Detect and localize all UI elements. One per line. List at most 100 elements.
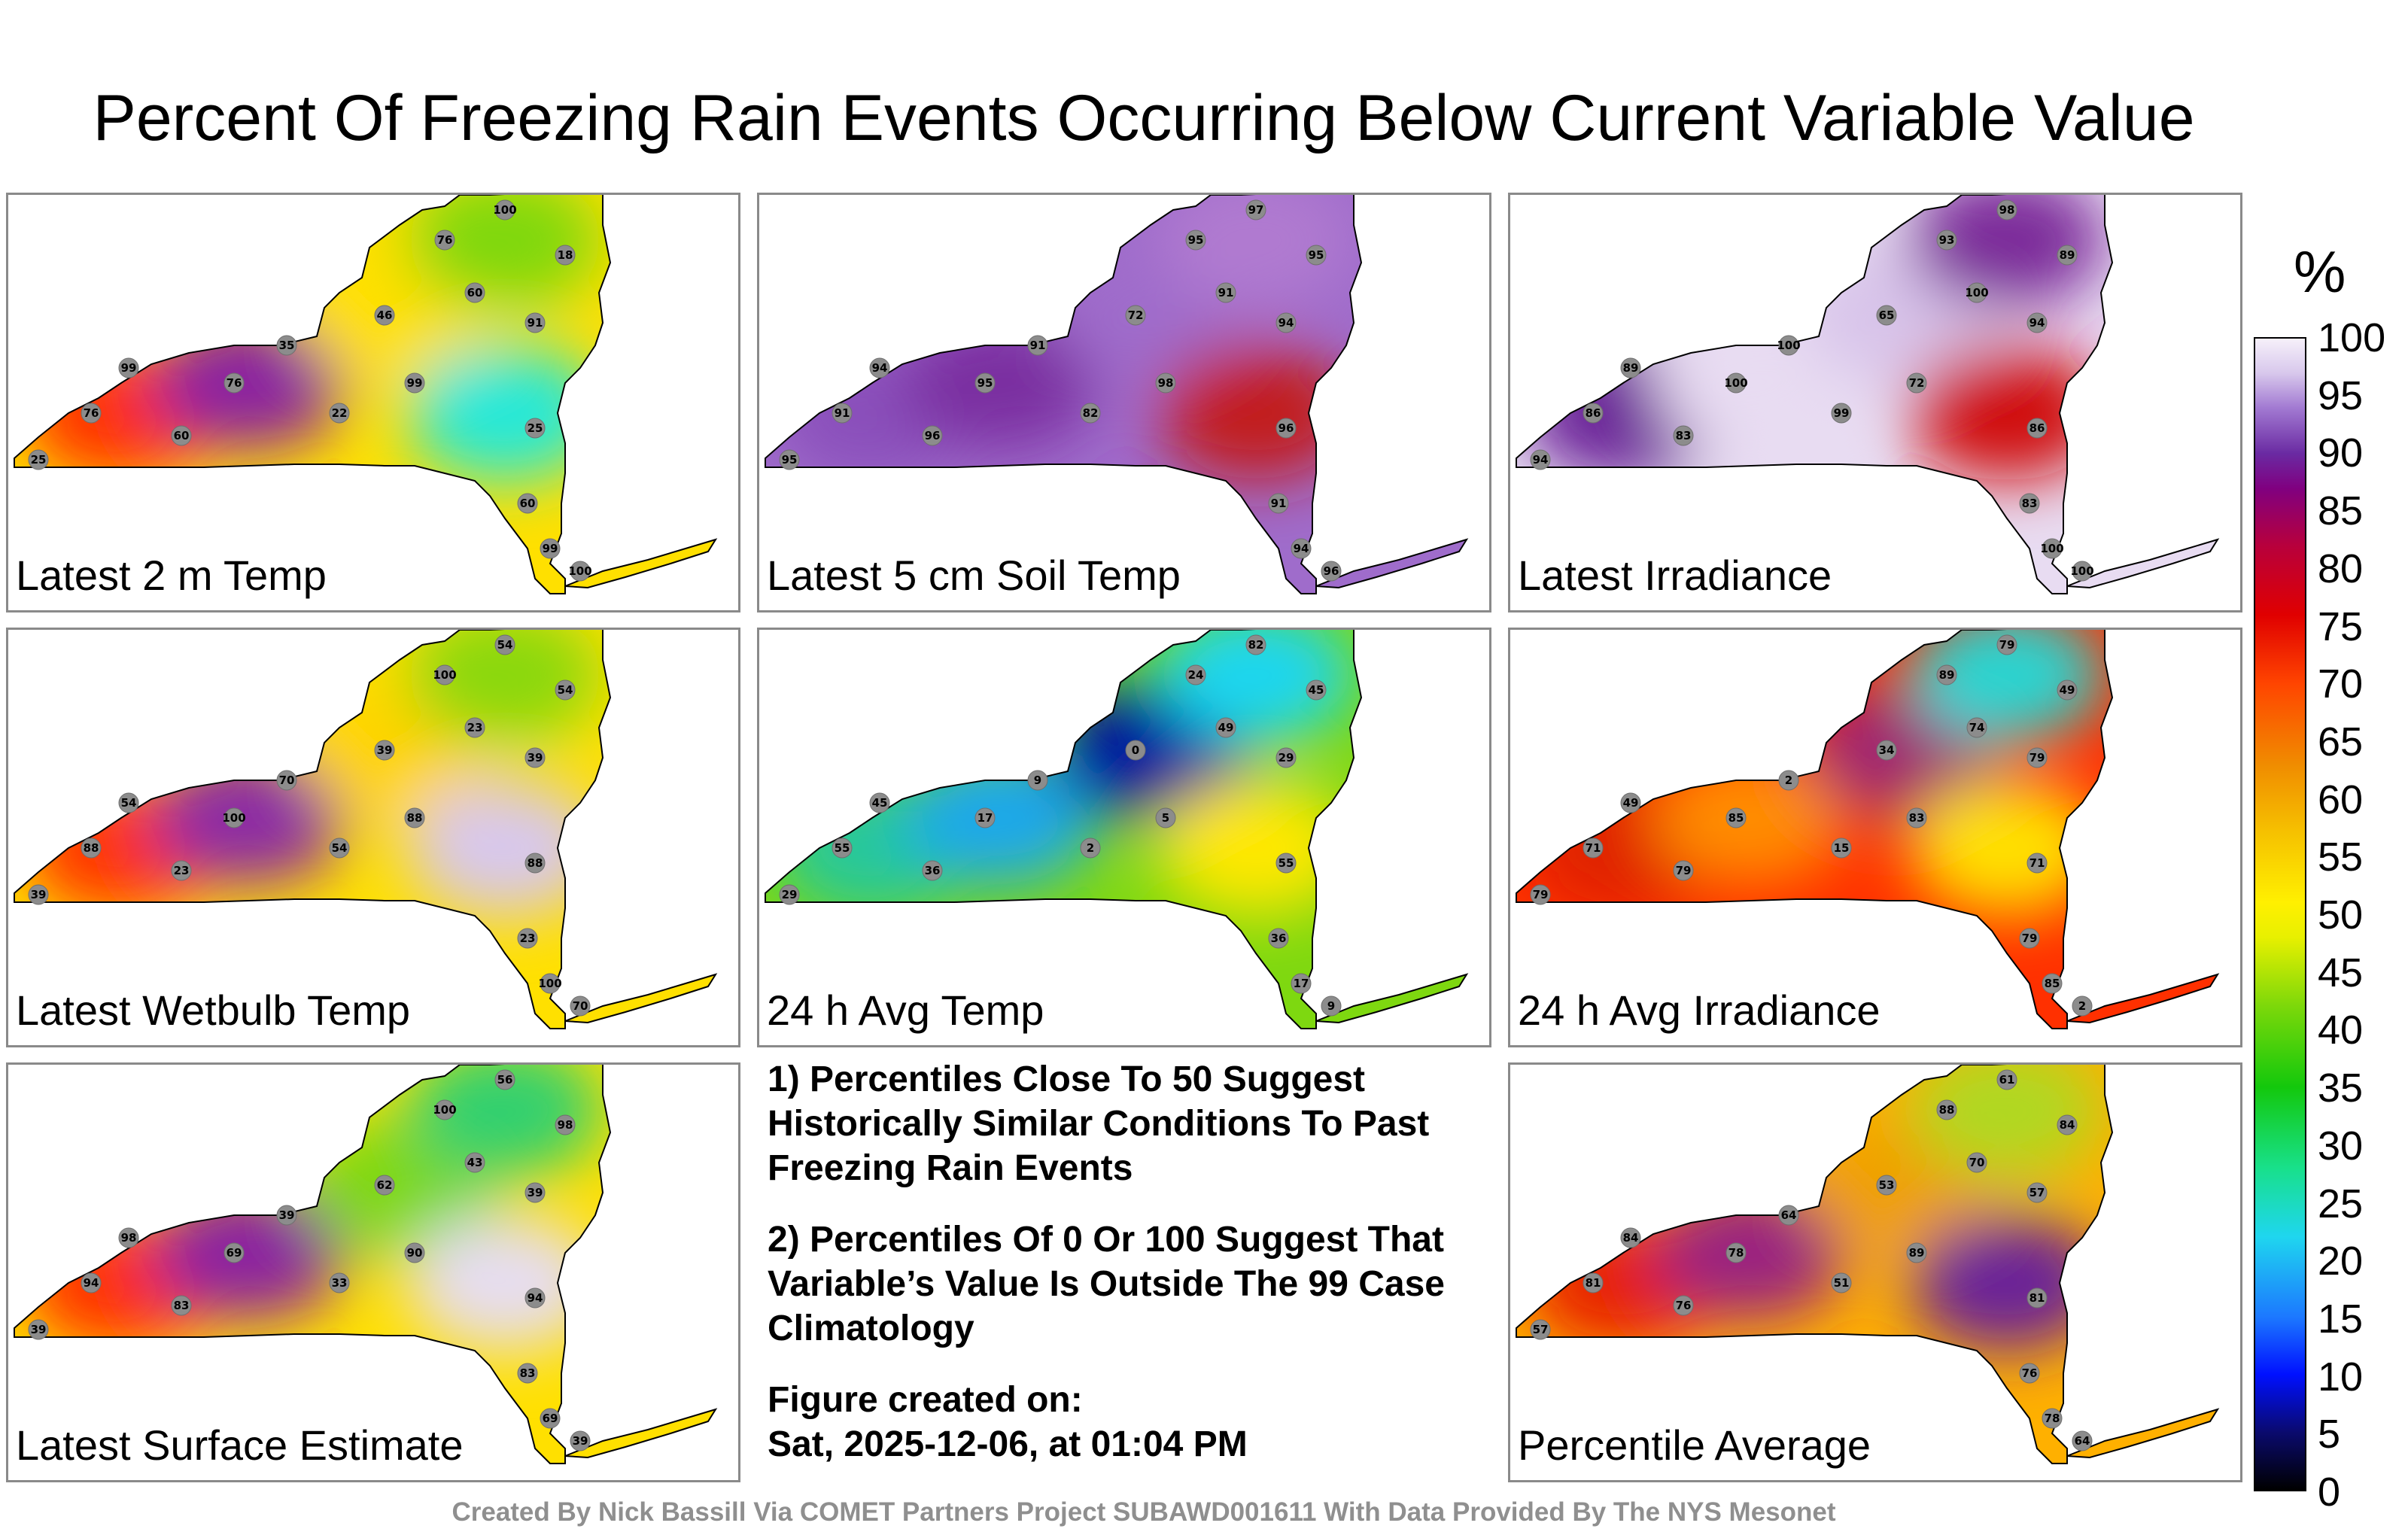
station-marker	[779, 884, 800, 905]
station-value: 100	[1777, 339, 1800, 352]
ny-map: 79 71 49 79 85 2 15 34 83 89 74 79 79 71 49 79 85 2	[1516, 630, 2220, 1029]
station-marker	[1906, 807, 1927, 828]
station-value: 95	[1188, 233, 1204, 247]
station-marker	[404, 1242, 425, 1263]
station-value: 23	[174, 864, 190, 877]
station-value: 78	[1728, 1246, 1744, 1260]
field-shading	[1516, 195, 2218, 594]
station-marker	[1215, 717, 1236, 738]
station-marker	[2042, 1408, 2063, 1429]
station-marker	[374, 740, 395, 761]
station-value: 60	[520, 497, 536, 510]
figure-title: Percent Of Freezing Rain Events Occurrin…	[93, 82, 2195, 154]
station-marker	[118, 792, 139, 813]
long-island-outline	[2066, 1408, 2220, 1459]
colorbar	[2254, 337, 2306, 1491]
station-value: 46	[377, 309, 393, 322]
station-value: 55	[1278, 856, 1294, 870]
station-value: 84	[2060, 1118, 2075, 1132]
station-marker	[1620, 1227, 1641, 1248]
station-marker	[1831, 837, 1852, 859]
station-marker	[494, 1069, 515, 1090]
station-marker	[517, 928, 538, 949]
station-value: 43	[467, 1156, 483, 1169]
panel-label: Latest 5 cm Soil Temp	[767, 552, 1181, 599]
colorbar-tick-5: 5	[2318, 1412, 2341, 1457]
station-marker	[374, 1175, 395, 1196]
station-marker	[832, 403, 853, 424]
station-value: 91	[528, 316, 543, 330]
station-value: 100	[433, 668, 456, 682]
station-marker	[570, 995, 591, 1017]
ny-map: 57 81 84 76 78 64 51 53 89 88 70 61 57 81 84 76 78 64	[1516, 1065, 2220, 1464]
station-marker	[329, 837, 350, 859]
long-island-outline	[2066, 538, 2220, 589]
station-marker	[524, 853, 546, 874]
colorbar-tick-40: 40	[2318, 1008, 2364, 1053]
station-value: 65	[1879, 309, 1895, 322]
station-marker	[1185, 664, 1206, 685]
field-shading	[1516, 630, 2218, 1029]
station-value: 36	[925, 864, 941, 877]
field-shading	[765, 195, 1467, 594]
station-marker	[1125, 305, 1146, 326]
station-value: 94	[1278, 316, 1294, 330]
station-value: 83	[2022, 497, 2038, 510]
field-blob	[407, 195, 603, 308]
station-value: 76	[437, 233, 453, 247]
station-marker	[1725, 372, 1747, 394]
map-panel-latest-surface-estimate: 39 94 98 83 69 39 33 62 90 100 43 56 39 94 98 83 69 39 Lat…	[6, 1062, 740, 1482]
station-marker	[2019, 493, 2040, 514]
station-marker	[329, 1272, 350, 1293]
station-value: 72	[1128, 309, 1144, 322]
station-marker	[276, 770, 297, 791]
figure-created-label: Figure created on:	[768, 1380, 1083, 1420]
colorbar-tick-85: 85	[2318, 488, 2364, 534]
station-marker	[1876, 305, 1897, 326]
station-marker	[81, 403, 102, 424]
field-blob	[1909, 780, 2105, 916]
station-value: 49	[1623, 796, 1639, 810]
station-value: 9	[1034, 774, 1041, 787]
station-marker	[1725, 807, 1747, 828]
station-marker	[1966, 717, 1987, 738]
station-marker	[1831, 403, 1852, 424]
station-value: 98	[121, 1231, 137, 1245]
station-value: 90	[407, 1246, 423, 1260]
panel-label: Percentile Average	[1518, 1421, 1871, 1469]
station-value: 25	[528, 421, 543, 435]
station-marker	[1778, 335, 1799, 356]
station-value: 93	[1939, 233, 1955, 247]
station-marker	[570, 561, 591, 582]
colorbar-tick-20: 20	[2318, 1239, 2364, 1284]
station-value: 100	[568, 564, 591, 578]
station-marker	[869, 792, 890, 813]
station-value: 24	[1188, 668, 1204, 682]
station-marker	[494, 199, 515, 220]
station-marker	[1245, 199, 1266, 220]
long-island-outline	[2066, 973, 2220, 1024]
station-marker	[2057, 245, 2078, 266]
station-marker	[1530, 449, 1551, 470]
station-marker	[28, 884, 49, 905]
map-panel-latest-5cm-soil-temp: 95 91 94 96 95 91 82 72 98 95 91 97 94 96 95 91 94 96 Late…	[757, 193, 1491, 612]
station-value: 98	[1999, 203, 2015, 217]
station-value: 18	[558, 248, 573, 262]
station-marker	[555, 245, 576, 266]
station-value: 99	[407, 376, 423, 390]
station-marker	[517, 1363, 538, 1384]
state-outline	[14, 1065, 612, 1464]
station-value: 39	[528, 751, 543, 764]
station-value: 86	[1586, 406, 1601, 420]
field-blob	[1909, 1215, 2105, 1351]
station-value: 25	[31, 453, 47, 467]
station-marker	[1778, 1205, 1799, 1226]
station-marker	[555, 1114, 576, 1135]
station-marker	[1027, 335, 1048, 356]
station-value: 54	[332, 841, 348, 855]
ny-map: 94 86 89 83 100 100 99 65 72 93 100 98 94 86 89 83 100 10…	[1516, 195, 2220, 594]
station-value: 95	[977, 376, 993, 390]
station-marker	[974, 372, 996, 394]
station-marker	[1275, 747, 1297, 768]
colorbar-tick-50: 50	[2318, 892, 2364, 938]
